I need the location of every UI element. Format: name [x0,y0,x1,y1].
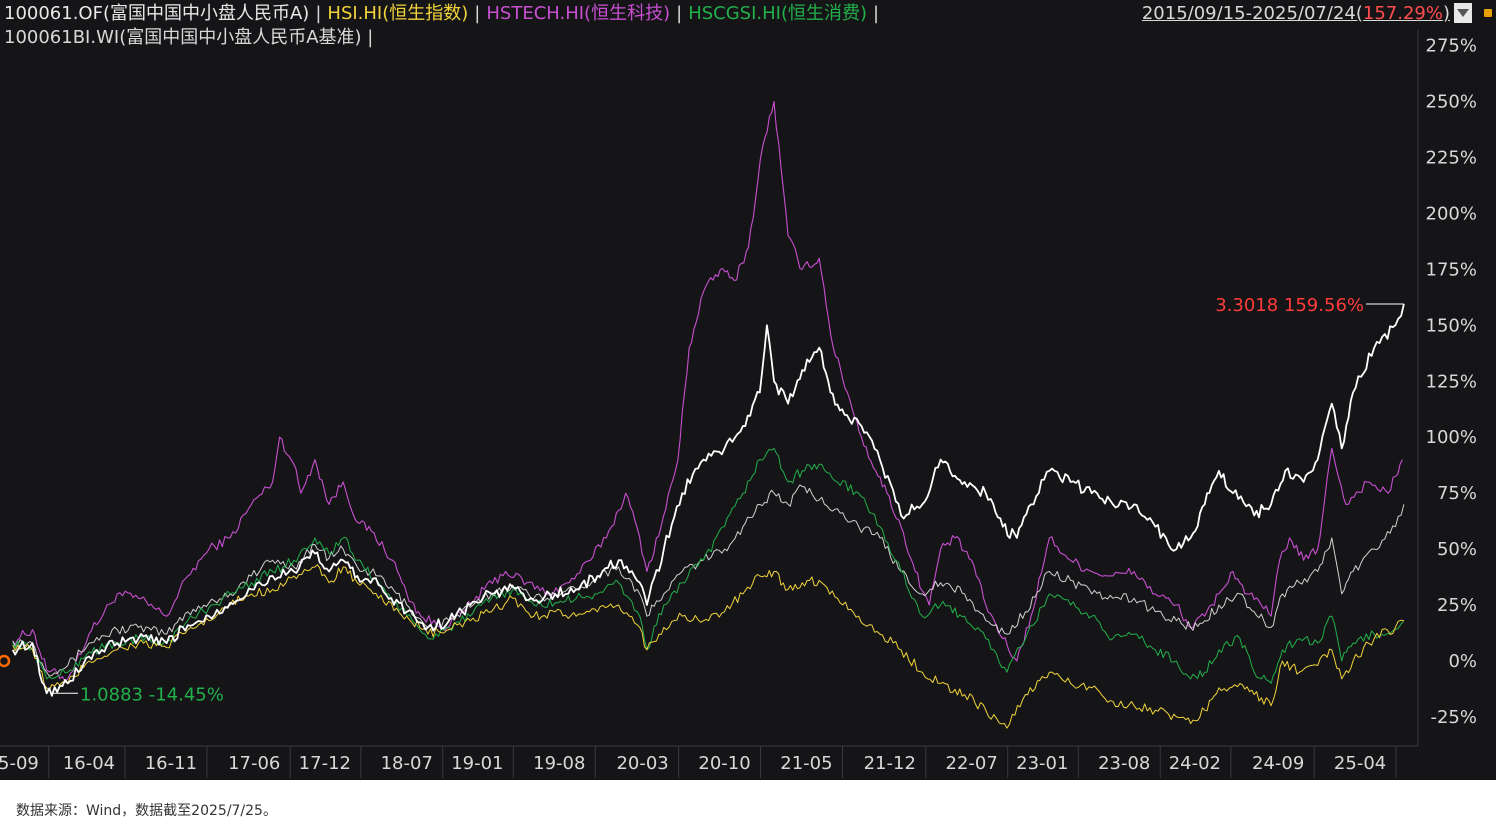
legend-separator: | [315,3,322,24]
legend-item[interactable]: 100061.OF(富国中国中小盘人民币A) [4,3,310,24]
y-tick-label: 175% [1426,259,1477,280]
y-tick-label: 25% [1437,595,1477,616]
start-marker [0,654,11,668]
x-tick-label: 23-01 [1016,753,1068,774]
x-tick-label: 22-07 [946,753,998,774]
y-tick-label: 50% [1437,539,1477,560]
y-tick-label: 0% [1448,651,1477,672]
x-tick-label: 23-08 [1098,753,1150,774]
series-line [12,564,1404,729]
legend-item[interactable]: HSCGSI.HI(恒生消费) [688,3,868,24]
legend: 100061.OF(富国中国中小盘人民币A) | HSI.HI(恒生指数) | HSTE… [4,2,885,26]
x-tick-label: 21-12 [864,753,916,774]
legend-benchmark: 100061BI.WI(富国中国中小盘人民币A基准) | [4,27,374,48]
line-chart: 275% 250% 225% 200% 175% 150% 125% 100% 75% 50% 25… [0,30,1477,778]
source-note: 数据来源：Wind，数据截至2025/7/25。 [16,803,277,819]
date-range[interactable]: 2015/09/15-2025/07/24(157.29%) [1142,2,1450,26]
x-tick-label: 15-09 [0,753,39,774]
series-line [11,303,1405,697]
series-line [12,484,1405,677]
x-tick-label: 20-10 [698,753,750,774]
x-tick-label: 17-06 [228,753,280,774]
x-tick-label: 20-03 [616,753,668,774]
legend-separator: | [873,3,880,24]
legend-item[interactable]: HSI.HI(恒生指数) [327,3,469,24]
y-tick-label: 125% [1426,371,1477,392]
y-tick-label: 100% [1426,427,1477,448]
x-tick-label: 16-04 [63,753,115,774]
x-tick-label: 25-04 [1334,753,1386,774]
y-tick-label: -25% [1430,707,1477,728]
legend-separator: | [474,3,481,24]
x-tick-label: 24-09 [1252,753,1304,774]
date-range-close: ) [1442,3,1450,24]
legend-item[interactable]: HSTECH.HI(恒生科技) [486,3,671,24]
series-line [12,447,1405,684]
legend-separator: | [676,3,683,24]
x-tick-label: 21-05 [780,753,832,774]
x-tick-label: 19-08 [533,753,585,774]
x-tick-label: 18-07 [381,753,433,774]
dropdown-arrow-icon[interactable] [1454,3,1472,23]
date-range-text[interactable]: 2015/09/15-2025/07/24( [1141,3,1363,24]
lock-icon[interactable] [1484,9,1492,17]
series-line [12,101,1403,682]
y-tick-label: 250% [1426,92,1477,113]
y-tick-label: 275% [1426,36,1477,57]
x-tick-label: 17-12 [299,753,351,774]
range-return: 157.29% [1362,3,1443,24]
x-tick-label: 19-01 [451,753,503,774]
x-tick-label: 24-02 [1169,753,1221,774]
min-annotation: 1.0883 -14.45% [80,684,224,705]
max-annotation: 3.3018 159.56% [1215,295,1364,316]
y-tick-label: 150% [1426,315,1477,336]
y-tick-label: 225% [1426,148,1477,169]
y-tick-label: 75% [1437,483,1477,504]
chart-area: 275% 250% 225% 200% 175% 150% 125% 100% 75% 50% 25… [0,0,1496,780]
x-tick-label: 16-11 [145,753,197,774]
y-tick-label: 200% [1426,203,1477,224]
